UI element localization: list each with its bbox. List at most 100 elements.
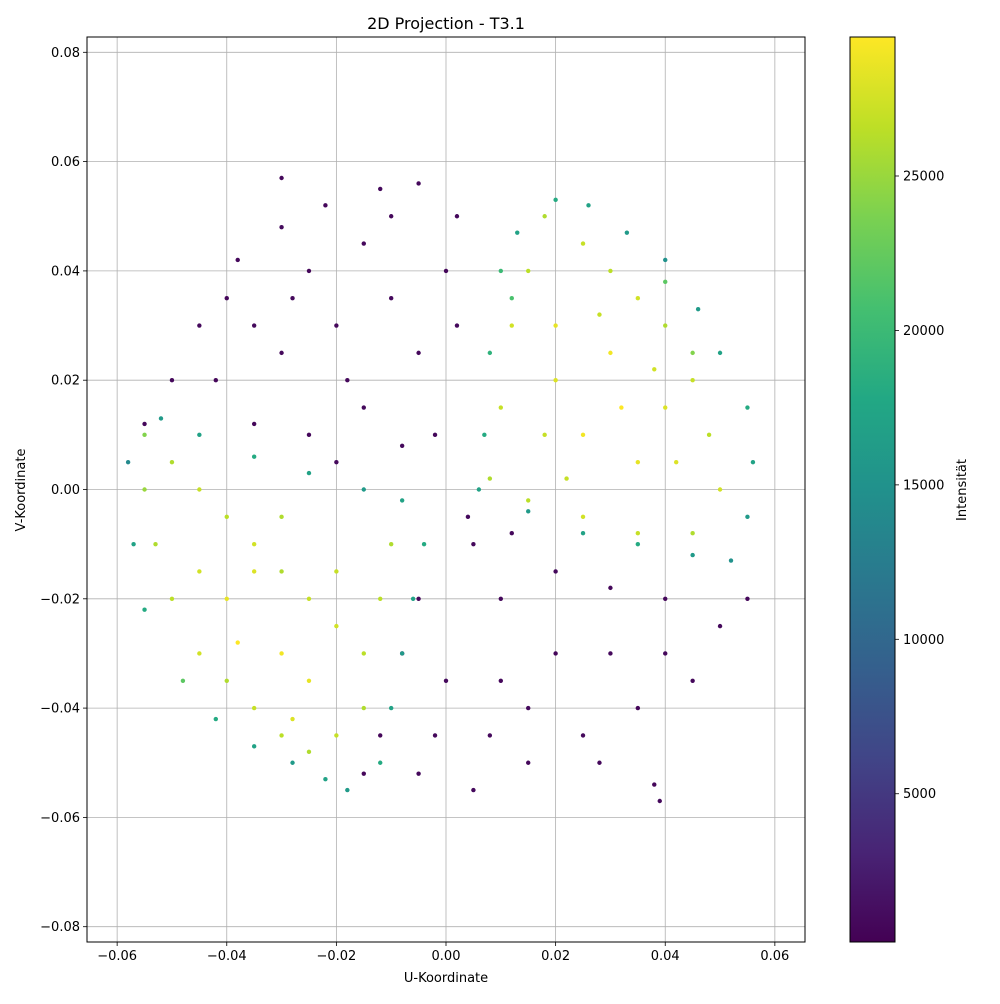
- data-point: [745, 405, 750, 410]
- data-point: [323, 776, 328, 782]
- data-point: [663, 405, 668, 410]
- data-point: [717, 623, 723, 629]
- data-point: [580, 733, 586, 738]
- data-point: [580, 531, 586, 536]
- data-point: [279, 514, 284, 520]
- data-point: [432, 733, 438, 738]
- data-point: [416, 771, 421, 776]
- data-point: [416, 596, 421, 601]
- data-point: [279, 733, 284, 738]
- data-point: [580, 432, 586, 438]
- data-point: [482, 432, 487, 438]
- y-axis-label: V-Koordinate: [14, 449, 29, 532]
- data-point: [624, 230, 630, 235]
- data-point: [690, 531, 695, 536]
- data-point: [224, 296, 229, 301]
- data-point: [515, 230, 520, 235]
- data-point: [361, 487, 366, 492]
- data-point: [290, 296, 295, 301]
- colorbar-tick-label: 5000: [903, 787, 936, 802]
- data-point: [142, 432, 147, 438]
- data-point: [509, 531, 514, 536]
- data-point: [224, 596, 229, 601]
- data-point: [361, 771, 366, 776]
- data-point: [608, 585, 613, 591]
- data-point: [635, 705, 641, 711]
- data-point: [251, 454, 257, 459]
- x-axis-label: U-Koordinate: [404, 971, 488, 986]
- data-point: [526, 509, 531, 514]
- data-point: [663, 651, 668, 656]
- data-point: [564, 476, 569, 481]
- data-point: [334, 623, 339, 629]
- x-tick-label: −0.04: [207, 949, 247, 964]
- colorbar-tick-label: 15000: [903, 478, 944, 493]
- data-point: [197, 569, 202, 574]
- data-point: [750, 459, 756, 465]
- data-point: [553, 651, 558, 656]
- data-point: [695, 306, 701, 312]
- data-point: [509, 296, 514, 301]
- x-tick-label: −0.02: [316, 949, 356, 964]
- data-point: [421, 541, 427, 547]
- y-axis-ticks: −0.08 −0.06 −0.04 −0.02 0.00 0.02 0.04 0.06 0.08: [40, 46, 87, 935]
- x-tick-label: 0.00: [432, 949, 461, 964]
- data-point: [388, 296, 394, 301]
- data-point: [158, 416, 164, 421]
- data-point: [235, 257, 240, 263]
- data-point: [542, 214, 547, 219]
- data-point: [251, 541, 257, 547]
- scatter-points: [125, 175, 756, 804]
- data-point: [197, 487, 202, 492]
- x-axis-ticks: −0.06 −0.04 −0.02 0.00 0.02 0.04 0.06: [97, 942, 789, 964]
- data-point: [597, 312, 602, 317]
- data-point: [487, 476, 493, 481]
- data-point: [197, 651, 202, 656]
- data-point: [361, 405, 366, 410]
- data-point: [745, 596, 750, 601]
- data-point: [526, 760, 531, 765]
- data-point: [306, 596, 312, 601]
- data-point: [251, 569, 257, 574]
- data-point: [416, 350, 421, 356]
- data-point: [361, 705, 366, 711]
- data-point: [279, 651, 284, 656]
- data-point: [673, 459, 679, 465]
- data-point: [306, 470, 312, 476]
- data-point: [251, 744, 257, 749]
- x-tick-label: −0.06: [97, 949, 137, 964]
- y-tick-label: 0.04: [51, 264, 80, 279]
- data-point: [410, 596, 416, 601]
- data-point: [142, 421, 147, 427]
- data-point: [197, 323, 202, 328]
- data-point: [635, 531, 641, 536]
- y-tick-label: 0.06: [51, 155, 80, 170]
- data-point: [690, 350, 695, 356]
- data-point: [131, 541, 136, 547]
- data-point: [388, 214, 394, 219]
- data-point: [432, 432, 438, 438]
- data-point: [652, 367, 657, 372]
- data-point: [378, 760, 383, 765]
- data-point: [279, 224, 284, 230]
- data-point: [471, 787, 476, 793]
- data-point: [169, 459, 175, 465]
- grid-lines: [87, 37, 805, 942]
- y-tick-label: 0.02: [51, 374, 80, 389]
- data-point: [306, 268, 312, 274]
- data-point: [553, 378, 558, 383]
- data-point: [509, 323, 514, 328]
- data-point: [306, 678, 312, 683]
- y-tick-label: −0.06: [40, 811, 80, 826]
- data-point: [476, 487, 482, 492]
- y-tick-label: −0.08: [40, 920, 80, 935]
- data-point: [251, 323, 257, 328]
- data-point: [345, 378, 350, 383]
- data-point: [378, 733, 383, 738]
- data-point: [471, 541, 476, 547]
- data-point: [125, 459, 131, 465]
- data-point: [399, 651, 405, 656]
- data-point: [690, 378, 695, 383]
- data-point: [652, 782, 657, 787]
- data-point: [454, 323, 460, 328]
